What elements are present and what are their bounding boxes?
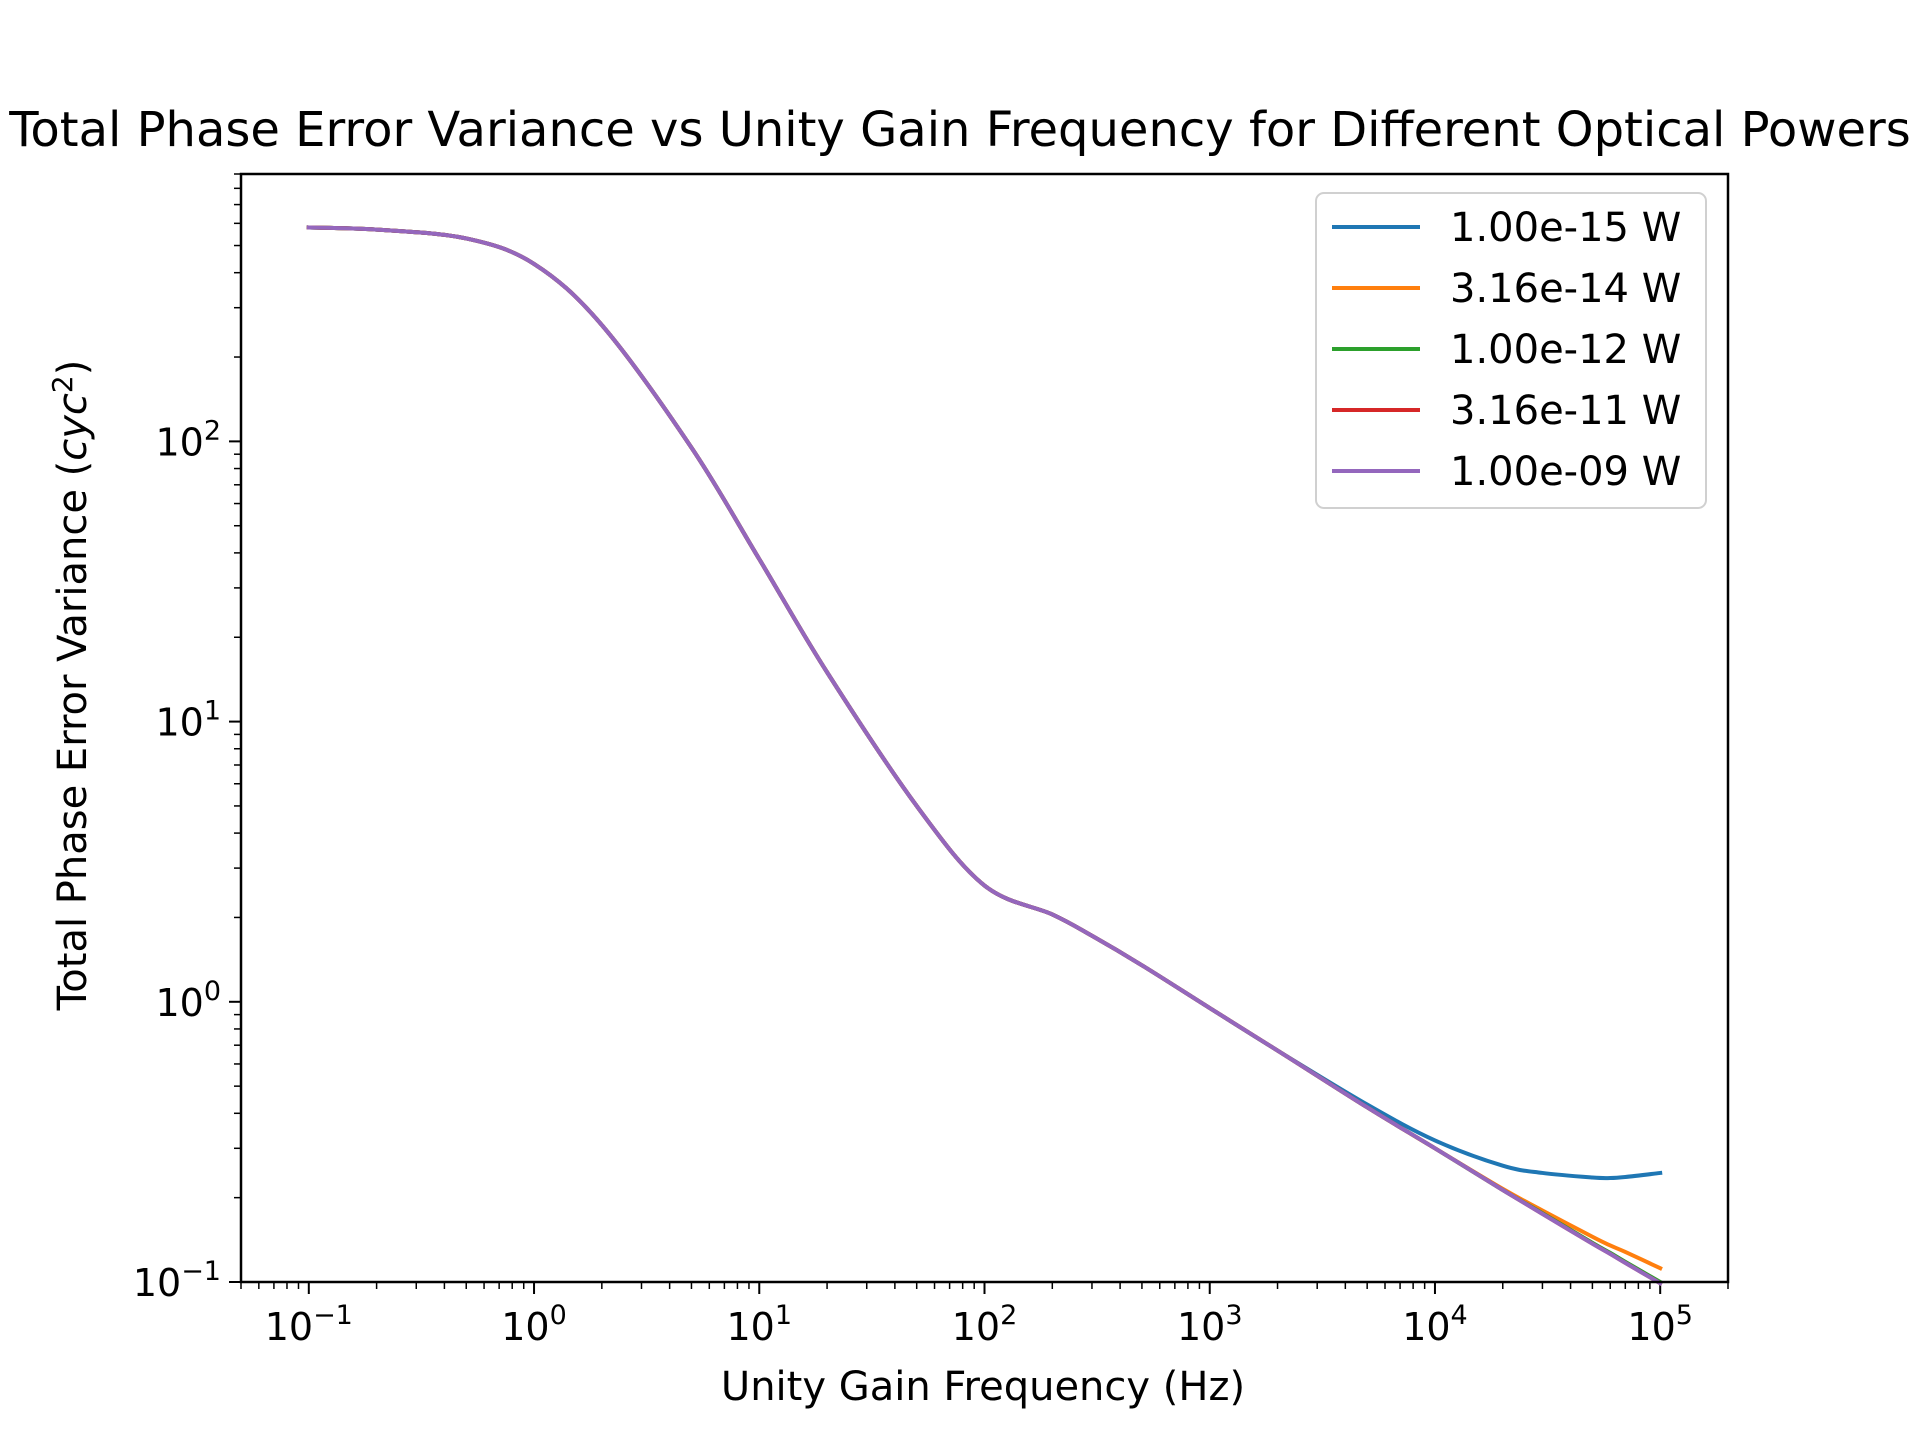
x-axis-ticks: 10−1 100 101 102 103 104 105: [240, 1282, 1729, 1349]
x-tick-label: 103: [1177, 1300, 1243, 1349]
y-tick-exponent: 1: [204, 696, 221, 727]
x-tick-label: 100: [501, 1300, 567, 1349]
x-tick-exponent: 3: [1225, 1300, 1242, 1331]
y-tick-base: 10: [133, 1261, 181, 1305]
y-axis-label-close: ): [50, 360, 96, 376]
x-tick-exponent: 4: [1451, 1300, 1468, 1331]
x-tick-base: 10: [1402, 1305, 1450, 1349]
y-tick-label: 10−1: [133, 1256, 221, 1305]
legend-label: 1.00e-15 W: [1450, 205, 1681, 251]
x-tick-label: 102: [952, 1300, 1018, 1349]
x-tick-label: 10−1: [265, 1300, 353, 1349]
y-axis-label-main: Total Phase Error Variance (: [50, 461, 96, 1012]
legend-box: [1315, 192, 1707, 509]
legend-label: 3.16e-14 W: [1450, 266, 1681, 312]
x-tick-base: 10: [1177, 1305, 1225, 1349]
y-tick-label: 100: [155, 976, 221, 1025]
x-tick-exponent: 1: [775, 1300, 792, 1331]
legend-label: 1.00e-12 W: [1450, 327, 1681, 373]
y-tick-exponent: −1: [181, 1256, 221, 1287]
y-tick-base: 10: [155, 981, 203, 1025]
x-tick-label: 105: [1627, 1300, 1693, 1349]
x-tick-base: 10: [1627, 1305, 1675, 1349]
x-tick-exponent: 5: [1676, 1300, 1693, 1331]
x-tick-label: 104: [1402, 1300, 1468, 1349]
y-axis-label-math: cyc: [50, 393, 96, 461]
series-line-5: [306, 225, 1663, 1286]
y-tick-base: 10: [155, 701, 203, 745]
legend-label: 3.16e-11 W: [1450, 388, 1681, 434]
x-tick-base: 10: [501, 1305, 549, 1349]
x-tick-base: 10: [726, 1305, 774, 1349]
y-tick-exponent: 2: [204, 415, 221, 446]
y-axis-label-exp: 2: [46, 375, 79, 393]
x-axis-label: Unity Gain Frequency (Hz): [721, 1364, 1245, 1410]
x-tick-exponent: −1: [313, 1300, 353, 1331]
chart-title: Total Phase Error Variance vs Unity Gain…: [8, 102, 1911, 158]
y-axis-label: Total Phase Error Variance (cyc2): [46, 360, 96, 1012]
x-tick-base: 10: [952, 1305, 1000, 1349]
legend: 1.00e-15 W 3.16e-14 W 1.00e-12 W 3.16e-11 W…: [1315, 192, 1707, 509]
y-tick-exponent: 0: [204, 976, 221, 1007]
x-tick-label: 101: [726, 1300, 792, 1349]
x-tick-exponent: 0: [550, 1300, 567, 1331]
legend-label: 1.00e-09 W: [1450, 449, 1681, 495]
series-lines: [306, 225, 1663, 1286]
y-tick-base: 10: [155, 420, 203, 464]
x-tick-base: 10: [265, 1305, 313, 1349]
plot-frame: [239, 172, 1730, 1284]
y-tick-label: 101: [155, 696, 221, 745]
y-tick-label: 102: [155, 415, 221, 464]
x-tick-exponent: 2: [1000, 1300, 1017, 1331]
